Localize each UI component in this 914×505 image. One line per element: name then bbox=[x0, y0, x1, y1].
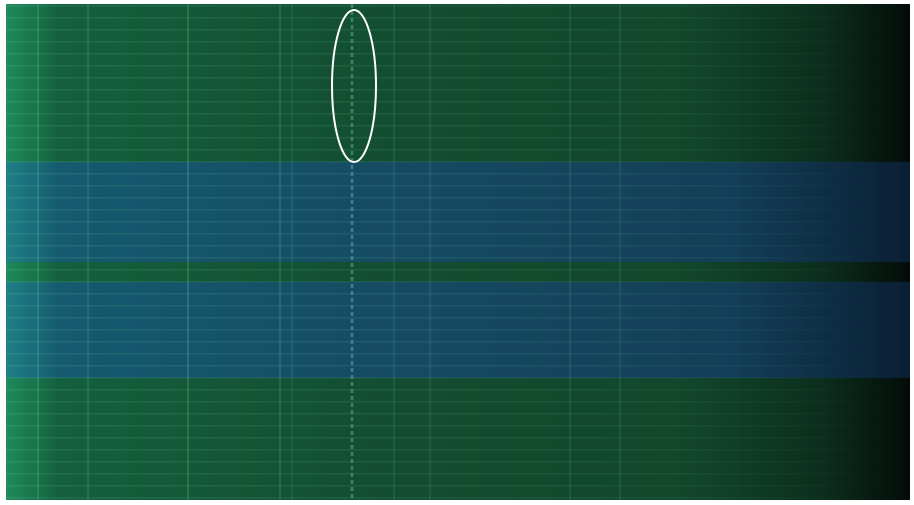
spectrogram-image bbox=[0, 0, 914, 505]
page bbox=[0, 0, 914, 505]
spectrogram bbox=[6, 4, 910, 500]
